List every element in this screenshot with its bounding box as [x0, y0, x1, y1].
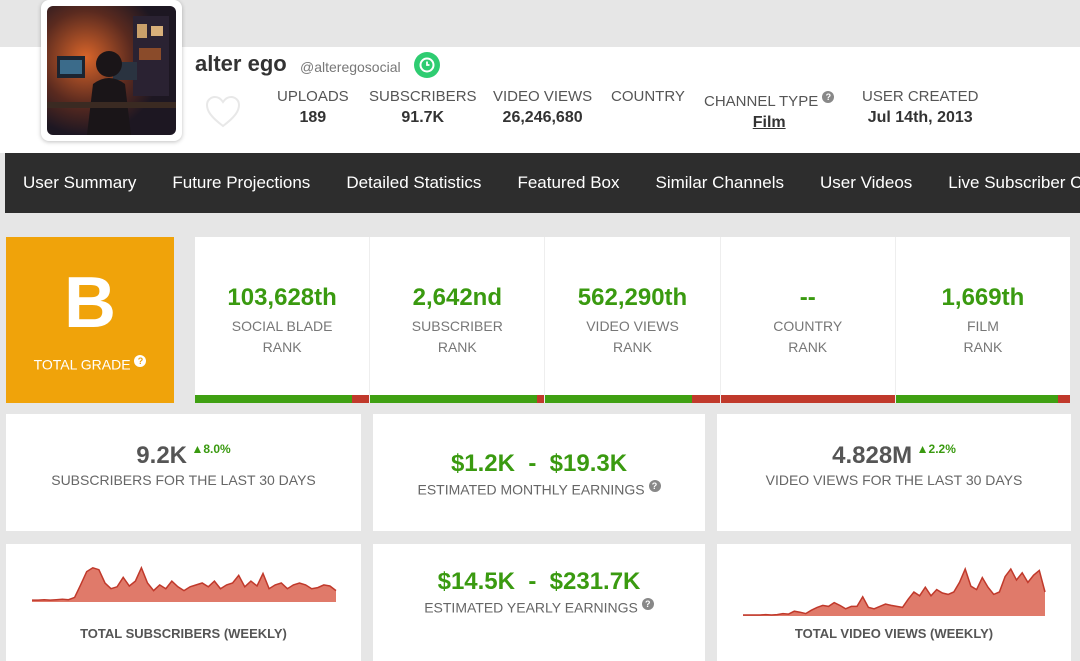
nav-user-summary[interactable]: User Summary — [23, 173, 137, 192]
help-icon[interactable]: ? — [822, 91, 835, 103]
card-delta: 2.2% — [928, 442, 956, 456]
help-icon[interactable]: ? — [134, 355, 147, 367]
card-value: 4.828M — [832, 442, 913, 469]
total-grade-box: B TOTAL GRADE ? — [6, 237, 174, 403]
delta-up-icon: ▲ — [916, 442, 929, 456]
rank-label: RANK — [963, 339, 1003, 355]
stat-value: 189 — [299, 109, 327, 126]
stat-country: COUNTRY — [611, 88, 685, 109]
subscribers-sparkline — [32, 565, 337, 602]
sparkline-area — [32, 567, 336, 602]
rank-social-blade: 103,628th SOCIAL BLADE RANK — [195, 237, 371, 403]
rank-label: VIDEO VIEWS — [586, 318, 679, 334]
nav-similar-channels[interactable]: Similar Channels — [655, 173, 785, 192]
card-title: TOTAL SUBSCRIBERS (WEEKLY) — [80, 626, 287, 641]
rank-bar — [195, 395, 370, 403]
card-total-views-weekly: TOTAL VIDEO VIEWS (WEEKLY) — [717, 544, 1071, 661]
rank-value: 562,290th — [577, 284, 688, 311]
channel-type-link[interactable]: Film — [752, 114, 786, 131]
verified-clock-icon[interactable] — [414, 52, 440, 78]
rank-bar-red — [1057, 395, 1070, 403]
stat-uploads: UPLOADS 189 — [277, 88, 349, 127]
stat-label: USER CREATED — [862, 88, 979, 105]
card-label: SUBSCRIBERS FOR THE LAST 30 DAYS — [51, 472, 316, 488]
rank-bar — [545, 395, 720, 403]
rank-bar-red — [351, 395, 370, 403]
rank-label: RANK — [437, 339, 477, 355]
card-total-subscribers-weekly: TOTAL SUBSCRIBERS (WEEKLY) — [6, 544, 361, 661]
stat-user-created: USER CREATED Jul 14th, 2013 — [862, 88, 978, 127]
stat-subscribers: SUBSCRIBERS 91.7K — [369, 88, 477, 127]
stat-value: 26,246,680 — [502, 109, 583, 126]
nav-live-subscriber-count[interactable]: Live Subscriber Count — [948, 173, 1080, 192]
stat-label: CHANNEL TYPE — [704, 93, 819, 110]
card-value: $1.2K - $19.3K — [450, 450, 628, 477]
rank-label: RANK — [262, 339, 302, 355]
rank-label: RANK — [788, 339, 828, 355]
card-label: VIDEO VIEWS FOR THE LAST 30 DAYS — [765, 472, 1023, 488]
card-delta: 8.0% — [203, 442, 231, 456]
card-views-30-days: 4.828M ▲2.2% VIDEO VIEWS FOR THE LAST 30… — [717, 414, 1071, 531]
nav-future-projections[interactable]: Future Projections — [172, 173, 311, 192]
rank-label: SUBSCRIBER — [411, 318, 503, 334]
nav-user-videos[interactable]: User Videos — [820, 173, 913, 192]
rank-video-views: 562,290th VIDEO VIEWS RANK — [545, 237, 721, 403]
ranks-panel: 103,628th SOCIAL BLADE RANK 2,642nd SUBSC… — [195, 237, 1070, 403]
rank-value: 103,628th — [227, 284, 337, 311]
rank-country: -- COUNTRY RANK — [720, 237, 896, 403]
grade-letter: B — [64, 263, 116, 343]
rank-bar-green — [545, 395, 692, 403]
delta-up-icon: ▲ — [191, 442, 204, 456]
rank-label: RANK — [613, 339, 652, 355]
rank-value: 1,669th — [941, 284, 1025, 311]
stat-label: VIDEO VIEWS — [493, 88, 593, 105]
avatar[interactable] — [41, 0, 182, 141]
stat-channel-type: CHANNEL TYPE ? Film — [704, 88, 835, 132]
sparkline-area — [743, 569, 1045, 616]
rank-bar — [895, 395, 1070, 403]
rank-bar-red — [691, 395, 720, 403]
favorite-heart-icon[interactable] — [205, 95, 241, 129]
card-label: ESTIMATED MONTHLY EARNINGS — [417, 481, 645, 498]
rank-bar-green — [895, 395, 1058, 403]
card-monthly-earnings: $1.2K - $19.3K ESTIMATED MONTHLY EARNING… — [373, 414, 705, 531]
rank-value: -- — [799, 284, 816, 311]
grade-label: TOTAL GRADE — [33, 356, 131, 373]
card-label: ESTIMATED YEARLY EARNINGS — [424, 599, 638, 616]
card-value: 9.2K — [136, 442, 187, 469]
rank-bar-red — [537, 395, 545, 403]
sparkline-line — [32, 565, 337, 601]
rank-label: SOCIAL BLADE — [231, 318, 333, 334]
views-sparkline — [743, 566, 1046, 616]
channel-handle: @alteregosocial — [300, 59, 401, 75]
card-value: $14.5K - $231.7K — [437, 568, 641, 595]
rank-value: 2,642nd — [412, 284, 502, 311]
rank-bar-green — [195, 395, 352, 403]
card-yearly-earnings: $14.5K - $231.7K ESTIMATED YEARLY EARNIN… — [373, 544, 705, 661]
sparkline-line — [743, 566, 1046, 616]
rank-bar-green — [370, 395, 538, 403]
nav-detailed-statistics[interactable]: Detailed Statistics — [346, 173, 482, 192]
rank-bar — [720, 395, 895, 403]
rank-subscriber: 2,642nd SUBSCRIBER RANK — [370, 237, 546, 403]
help-icon[interactable]: ? — [641, 598, 654, 610]
channel-name: alter ego — [195, 51, 287, 76]
rank-bar — [370, 395, 545, 403]
help-icon[interactable]: ? — [648, 480, 661, 492]
stat-value: 91.7K — [401, 109, 445, 126]
card-subscribers-30-days: 9.2K ▲8.0% SUBSCRIBERS FOR THE LAST 30 D… — [6, 414, 361, 531]
rank-bar-red — [720, 395, 895, 403]
rank-film: 1,669th FILM RANK — [895, 237, 1070, 403]
stat-label: SUBSCRIBERS — [369, 88, 477, 105]
stat-label: COUNTRY — [611, 88, 685, 105]
stat-value: Jul 14th, 2013 — [867, 109, 973, 126]
rank-label: FILM — [966, 318, 999, 334]
rank-label: COUNTRY — [773, 318, 843, 334]
card-title: TOTAL VIDEO VIEWS (WEEKLY) — [794, 626, 994, 641]
avatar-image — [47, 6, 176, 135]
stat-label: UPLOADS — [277, 88, 349, 105]
nav-bar: User Summary Future Projections Detailed… — [5, 153, 1080, 213]
nav-featured-box[interactable]: Featured Box — [517, 173, 620, 192]
stat-video-views: VIDEO VIEWS 26,246,680 — [493, 88, 592, 127]
